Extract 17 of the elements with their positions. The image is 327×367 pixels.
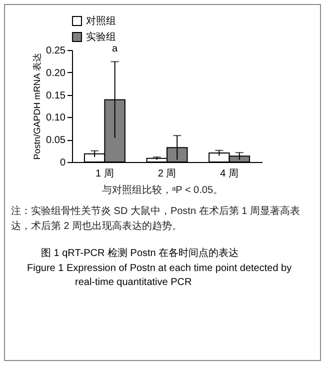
- text: Figure 1 Expression of Postn at each time point detected by real-time quantitative PCR: [27, 262, 293, 290]
- legend-label: 实验组: [86, 31, 116, 43]
- text: 图 1 qRT-PCR 检测 Postn 在各时间点的表达: [41, 246, 240, 260]
- y-axis-title: Postn/GAPDH mRNA 表达: [32, 53, 42, 160]
- x-tick-label: 4 周: [220, 168, 238, 180]
- y-tick-label: 0.10: [46, 112, 66, 124]
- x-tick-label: 2 周: [158, 168, 176, 180]
- y-tick-label: 0: [60, 158, 66, 168]
- y-tick-label: 0.25: [46, 46, 66, 56]
- y-tick-label: 0.15: [46, 90, 66, 102]
- y-tick-label: 0.05: [46, 135, 66, 146]
- x-tick-label: 1 周: [96, 168, 114, 180]
- annotation: a: [112, 44, 118, 55]
- text: 注：实验组骨性关节炎 SD 大鼠中，Postn 在术后第 1 周显著高表达，术后第 2 周也出现高表达的趋势。: [11, 204, 301, 234]
- legend-label: 对照组: [86, 15, 116, 27]
- text: 与对照组比较，ᵃP < 0.05。: [100, 184, 224, 198]
- y-tick-label: 0.20: [46, 68, 66, 79]
